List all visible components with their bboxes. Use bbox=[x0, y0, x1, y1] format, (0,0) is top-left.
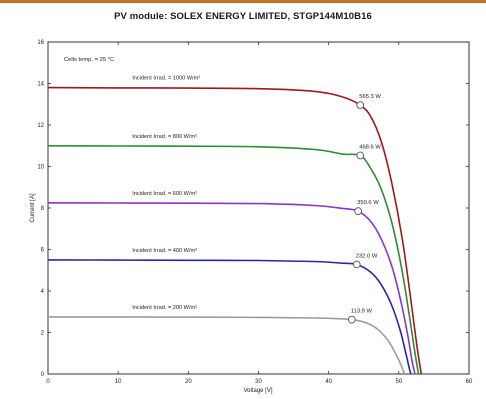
top-accent-rule bbox=[0, 0, 486, 3]
y-tick-label: 8 bbox=[41, 206, 45, 212]
y-tick-label: 0 bbox=[41, 372, 45, 378]
y-tick-label: 14 bbox=[37, 82, 44, 88]
y-tick-label: 16 bbox=[37, 40, 44, 46]
mpp-point-0 bbox=[356, 101, 365, 109]
mpp-point-4 bbox=[347, 315, 356, 324]
series-line-3 bbox=[47, 259, 412, 375]
x-tick-label: 40 bbox=[325, 379, 332, 385]
y-tick-label: 6 bbox=[41, 248, 45, 254]
mpp-label-0: 565.3 W bbox=[359, 94, 381, 100]
x-tick-label: 10 bbox=[115, 379, 122, 385]
y-tick-label: 10 bbox=[37, 165, 44, 171]
series-label-4: Incident Irrad. = 200 W/m² bbox=[132, 305, 197, 311]
y-tick-label: 4 bbox=[41, 289, 45, 295]
x-tick-label: 50 bbox=[395, 379, 402, 385]
series-line-4 bbox=[48, 316, 406, 375]
x-tick-label: 30 bbox=[255, 379, 262, 385]
curves bbox=[47, 86, 423, 375]
x-axis-label: Voltage [V] bbox=[243, 388, 272, 394]
mpp-label-1: 468.6 W bbox=[359, 145, 381, 151]
x-tick-label: 20 bbox=[185, 379, 192, 385]
series-line-0 bbox=[47, 86, 423, 375]
axis-ticks: 0 10 20 30 40 50 60 0 2 4 6 8 10 12 14 16 bbox=[37, 40, 473, 385]
x-tick-label: 0 bbox=[46, 379, 50, 385]
series-line-1 bbox=[47, 145, 420, 375]
mpp-markers bbox=[347, 101, 365, 324]
chart-title: PV module: SOLEX ENERGY LIMITED, STGP144… bbox=[114, 11, 372, 22]
plot-frame bbox=[47, 41, 470, 375]
cells-temp-annotation: Cells temp. = 25 °C bbox=[64, 57, 114, 63]
mpp-point-2 bbox=[354, 207, 362, 215]
mpp-point-3 bbox=[352, 260, 361, 269]
mpp-label-3: 232.0 W bbox=[356, 253, 378, 259]
series-label-1: Incident Irrad. = 800 W/m² bbox=[132, 134, 197, 140]
series-label-0: Incident Irrad. = 1000 W/m² bbox=[132, 76, 200, 82]
y-tick-label: 12 bbox=[37, 123, 44, 129]
curve-labels: Incident Irrad. = 1000 W/m² 565.3 W Incide… bbox=[132, 76, 381, 315]
series-label-3: Incident Irrad. = 400 W/m² bbox=[132, 248, 197, 254]
mpp-point-1 bbox=[356, 151, 365, 160]
y-axis-label: Current [A] bbox=[30, 193, 36, 222]
x-tick-label: 60 bbox=[466, 379, 473, 385]
y-tick-label: 2 bbox=[41, 331, 45, 337]
series-label-2: Incident Irrad. = 600 W/m² bbox=[132, 191, 197, 197]
mpp-label-2: 350.6 W bbox=[357, 200, 379, 206]
mpp-label-4: 113.9 W bbox=[351, 309, 373, 315]
series-line-2 bbox=[47, 202, 416, 375]
